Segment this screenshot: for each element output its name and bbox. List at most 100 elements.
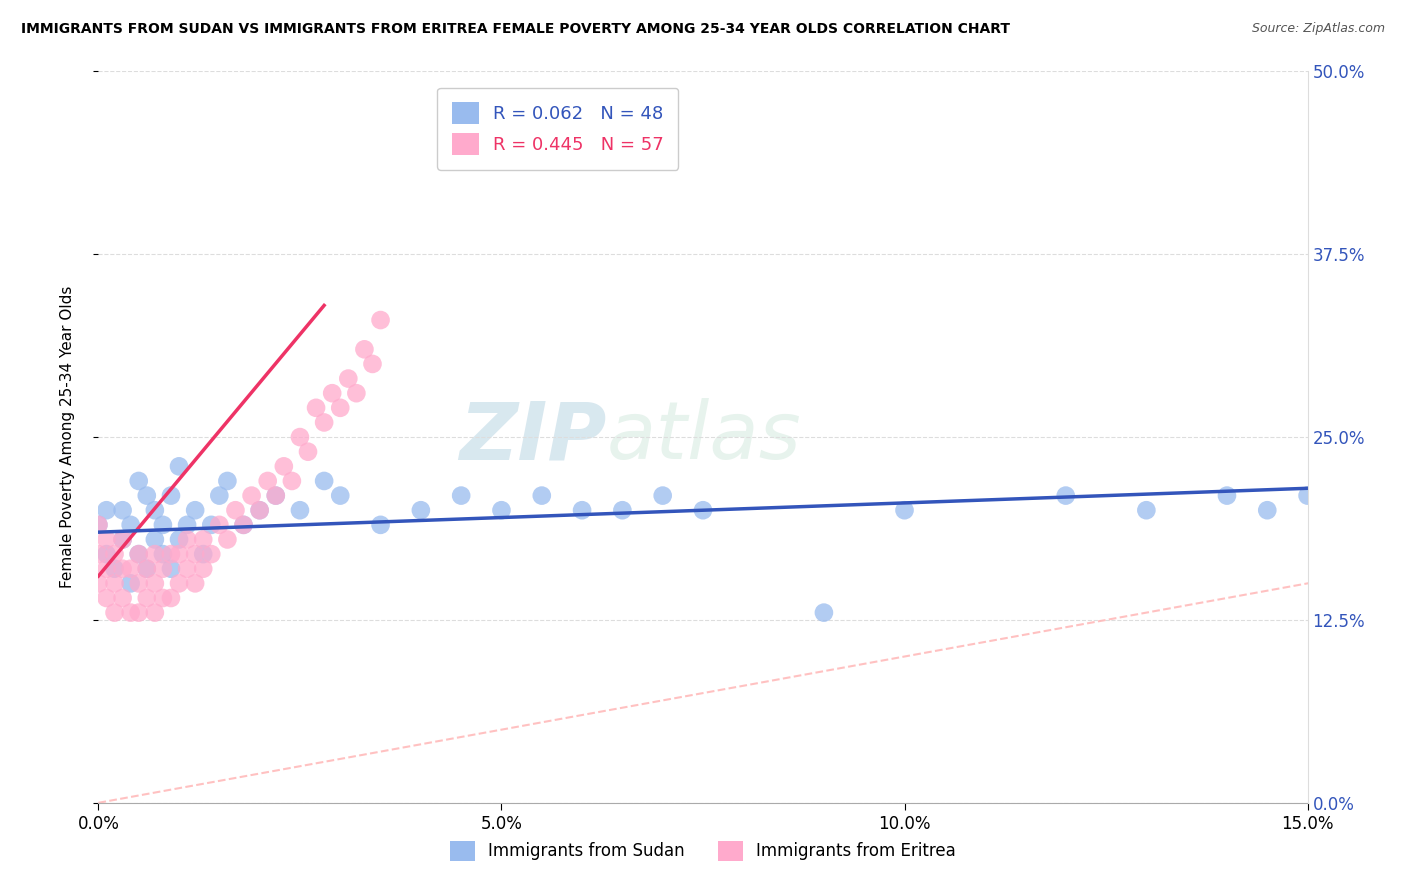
Point bbox=[87, 547, 110, 561]
Point bbox=[176, 562, 198, 576]
Point bbox=[96, 562, 118, 576]
Point bbox=[273, 459, 295, 474]
Point bbox=[1256, 503, 1278, 517]
Point bbox=[264, 489, 287, 503]
Point bbox=[87, 517, 110, 532]
Point bbox=[264, 489, 287, 503]
Point bbox=[612, 503, 634, 517]
Point bbox=[232, 517, 254, 532]
Point bbox=[249, 503, 271, 517]
Point bbox=[111, 591, 134, 605]
Point bbox=[128, 547, 150, 561]
Text: ZIP: ZIP bbox=[458, 398, 606, 476]
Point bbox=[143, 576, 166, 591]
Point bbox=[111, 533, 134, 547]
Point bbox=[240, 489, 263, 503]
Point bbox=[224, 503, 246, 517]
Point bbox=[120, 562, 142, 576]
Point bbox=[160, 591, 183, 605]
Point bbox=[200, 517, 222, 532]
Point bbox=[288, 503, 311, 517]
Point bbox=[167, 533, 190, 547]
Point bbox=[111, 562, 134, 576]
Point bbox=[87, 517, 110, 532]
Point bbox=[256, 474, 278, 488]
Y-axis label: Female Poverty Among 25-34 Year Olds: Female Poverty Among 25-34 Year Olds bbox=[60, 286, 75, 588]
Point bbox=[184, 576, 207, 591]
Point bbox=[103, 562, 125, 576]
Point bbox=[96, 591, 118, 605]
Point bbox=[217, 474, 239, 488]
Point bbox=[120, 576, 142, 591]
Point bbox=[128, 576, 150, 591]
Point bbox=[96, 547, 118, 561]
Point bbox=[152, 562, 174, 576]
Point bbox=[232, 517, 254, 532]
Point bbox=[281, 474, 304, 488]
Point bbox=[530, 489, 553, 503]
Point bbox=[135, 562, 157, 576]
Point bbox=[160, 489, 183, 503]
Point bbox=[152, 547, 174, 561]
Point bbox=[176, 517, 198, 532]
Point bbox=[193, 562, 215, 576]
Point bbox=[353, 343, 375, 357]
Point bbox=[491, 503, 513, 517]
Point bbox=[128, 547, 150, 561]
Point bbox=[651, 489, 673, 503]
Point bbox=[152, 517, 174, 532]
Point bbox=[160, 547, 183, 561]
Point bbox=[893, 503, 915, 517]
Point bbox=[813, 606, 835, 620]
Legend: Immigrants from Sudan, Immigrants from Eritrea: Immigrants from Sudan, Immigrants from E… bbox=[443, 834, 963, 868]
Point bbox=[184, 503, 207, 517]
Point bbox=[314, 416, 336, 430]
Text: Source: ZipAtlas.com: Source: ZipAtlas.com bbox=[1251, 22, 1385, 36]
Text: atlas: atlas bbox=[606, 398, 801, 476]
Point bbox=[249, 503, 271, 517]
Point bbox=[111, 503, 134, 517]
Point bbox=[193, 533, 215, 547]
Point bbox=[128, 474, 150, 488]
Point bbox=[200, 547, 222, 561]
Point bbox=[143, 533, 166, 547]
Point bbox=[571, 503, 593, 517]
Point bbox=[96, 533, 118, 547]
Point bbox=[135, 562, 157, 576]
Point bbox=[120, 517, 142, 532]
Point bbox=[1054, 489, 1077, 503]
Point bbox=[135, 591, 157, 605]
Point bbox=[193, 547, 215, 561]
Point bbox=[160, 562, 183, 576]
Point bbox=[111, 533, 134, 547]
Point bbox=[103, 606, 125, 620]
Point bbox=[321, 386, 343, 401]
Text: IMMIGRANTS FROM SUDAN VS IMMIGRANTS FROM ERITREA FEMALE POVERTY AMONG 25-34 YEAR: IMMIGRANTS FROM SUDAN VS IMMIGRANTS FROM… bbox=[21, 22, 1010, 37]
Point bbox=[87, 576, 110, 591]
Point bbox=[305, 401, 328, 415]
Point bbox=[465, 108, 488, 122]
Point bbox=[120, 606, 142, 620]
Point bbox=[1296, 489, 1319, 503]
Point bbox=[329, 401, 352, 415]
Point bbox=[103, 576, 125, 591]
Point bbox=[143, 503, 166, 517]
Point bbox=[692, 503, 714, 517]
Point bbox=[361, 357, 384, 371]
Point bbox=[184, 547, 207, 561]
Point bbox=[167, 459, 190, 474]
Point bbox=[103, 547, 125, 561]
Point bbox=[96, 503, 118, 517]
Point bbox=[135, 489, 157, 503]
Point bbox=[329, 489, 352, 503]
Point bbox=[152, 591, 174, 605]
Point bbox=[143, 606, 166, 620]
Point bbox=[1216, 489, 1239, 503]
Point bbox=[314, 474, 336, 488]
Point bbox=[409, 503, 432, 517]
Point bbox=[167, 576, 190, 591]
Point bbox=[337, 371, 360, 385]
Point bbox=[176, 533, 198, 547]
Point bbox=[128, 606, 150, 620]
Point bbox=[288, 430, 311, 444]
